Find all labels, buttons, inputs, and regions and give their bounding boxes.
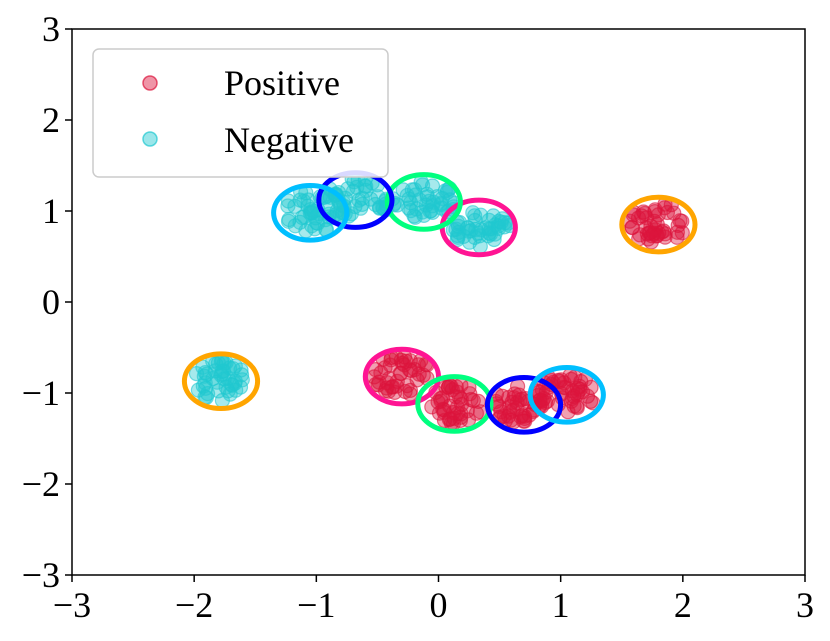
data-point-positive: [509, 401, 525, 417]
data-point-positive: [515, 413, 532, 429]
data-point-negative: [434, 190, 450, 207]
cluster-ellipse: [271, 183, 350, 243]
data-point-negative: [481, 212, 497, 228]
data-point-negative: [199, 366, 215, 382]
data-point-negative: [406, 208, 422, 224]
data-point-positive: [397, 383, 413, 400]
ticks-layer: −3 −2 −1 0 1 2 3 −3 −2 −1 0 1 2 3: [22, 9, 814, 625]
data-point-negative: [287, 198, 303, 214]
data-point-positive: [630, 210, 647, 226]
data-point-positive: [537, 394, 554, 411]
x-tick-label: 0: [430, 585, 448, 625]
cluster-ellipse: [619, 194, 698, 255]
data-point-positive: [396, 357, 412, 373]
data-point-negative: [486, 231, 502, 248]
legend-marker-negative: [142, 131, 158, 147]
data-point-positive: [657, 200, 673, 216]
data-point-negative: [437, 183, 453, 199]
data-point-positive: [514, 391, 531, 407]
x-tick-label: −3: [53, 585, 91, 625]
data-point-negative: [465, 205, 481, 221]
data-point-positive: [409, 372, 425, 388]
data-point-negative: [300, 192, 316, 208]
data-point-negative: [460, 220, 476, 236]
legend-box: [92, 48, 389, 178]
legend-marker-positive: [142, 75, 158, 91]
data-point-positive: [638, 210, 655, 226]
cluster-ellipse: [527, 365, 606, 425]
data-point-negative: [363, 191, 379, 207]
data-point-positive: [463, 391, 479, 408]
data-point-positive: [445, 404, 461, 421]
data-point-negative: [287, 218, 303, 234]
x-tick-label: 3: [796, 585, 814, 625]
legend: Positive Negative: [92, 48, 389, 178]
data-point-positive: [449, 384, 465, 400]
data-point-positive: [557, 380, 574, 396]
data-point-positive: [388, 378, 405, 394]
x-tick-label: −2: [175, 585, 213, 625]
data-point-negative: [395, 182, 411, 198]
y-tick-label: −2: [22, 464, 60, 504]
x-tick-label: 1: [552, 585, 570, 625]
y-tick-label: 1: [42, 191, 60, 231]
x-tick-label: 2: [674, 585, 692, 625]
data-point-negative: [452, 214, 468, 231]
data-point-negative: [478, 220, 494, 236]
data-point-positive: [553, 372, 569, 388]
data-point-positive: [379, 375, 395, 391]
y-tick-label: 0: [42, 282, 60, 322]
data-point-positive: [450, 405, 466, 421]
data-point-positive: [502, 404, 518, 420]
ellipse-layer: [181, 170, 698, 435]
data-point-negative: [450, 227, 466, 244]
y-tick-label: 3: [42, 9, 60, 49]
cluster-ellipse: [484, 375, 564, 435]
data-point-positive: [647, 204, 663, 220]
data-point-negative: [303, 204, 319, 220]
data-point-positive: [569, 398, 585, 415]
data-point-negative: [494, 211, 510, 227]
data-point-negative: [200, 386, 216, 402]
data-point-positive: [639, 226, 656, 242]
y-tick-label: 2: [42, 100, 60, 140]
data-point-negative: [216, 371, 232, 387]
points-layer: [188, 171, 690, 431]
x-tick-label: −1: [297, 585, 335, 625]
cluster-ellipse: [384, 172, 463, 232]
y-tick-label: −3: [22, 555, 60, 595]
cluster-ellipse: [181, 351, 261, 412]
data-point-positive: [674, 225, 690, 241]
data-point-positive: [430, 394, 446, 410]
legend-label-positive: Positive: [224, 63, 340, 103]
data-point-positive: [674, 213, 690, 229]
data-point-positive: [569, 387, 585, 403]
cluster-ellipse: [415, 374, 494, 434]
data-point-negative: [401, 191, 417, 207]
data-point-negative: [442, 192, 458, 208]
data-point-positive: [659, 204, 676, 221]
y-tick-label: −1: [22, 373, 60, 413]
data-point-negative: [234, 372, 250, 388]
legend-label-negative: Negative: [224, 120, 354, 160]
